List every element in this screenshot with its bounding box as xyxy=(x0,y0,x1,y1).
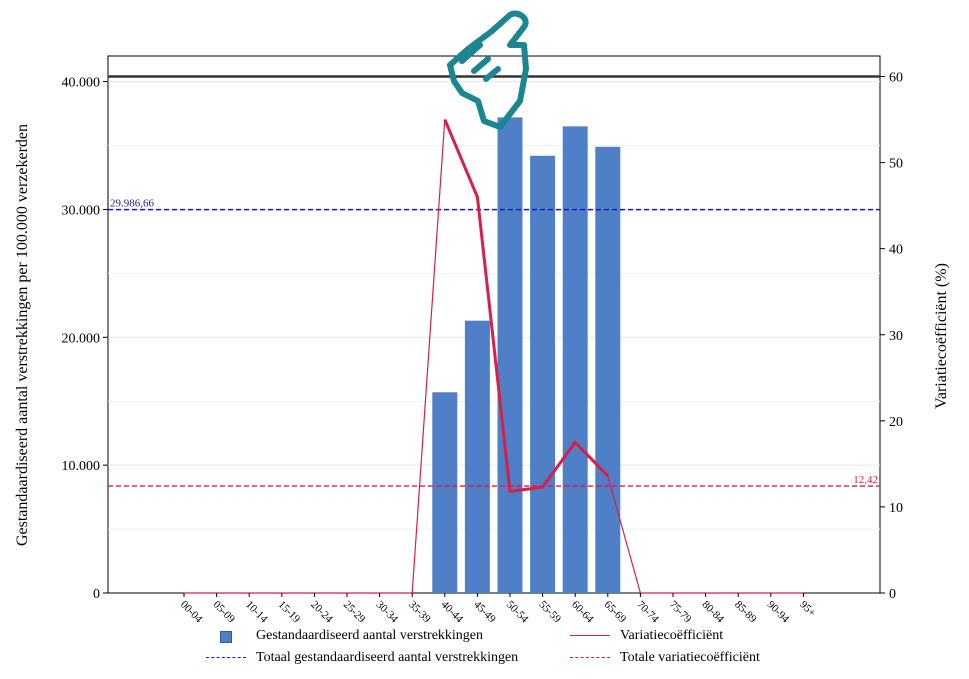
legend-label-total: Totaal gestandaardiseerd aantal verstrek… xyxy=(256,650,519,665)
y-axis-ticks: 0 10.000 20.000 30.000 40.000 xyxy=(62,76,108,602)
xtick-label-55-59: 55-59 xyxy=(536,599,563,626)
xtick-label-10-14: 10-14 xyxy=(243,599,270,626)
ytick-label-3: 30.000 xyxy=(62,203,101,218)
legend-dash-red-swatch xyxy=(570,648,610,668)
xtick-label-50-54: 50-54 xyxy=(504,599,531,626)
ytick-label-0: 0 xyxy=(93,587,100,602)
xtick-label-25-29: 25-29 xyxy=(341,599,368,626)
bars xyxy=(432,117,621,594)
bar-65-69 xyxy=(595,146,621,593)
plot-frame xyxy=(107,55,881,594)
x-axis-ticks: 00-04 05-09 10-14 15-19 20-24 25-29 30-34 35-39… xyxy=(178,593,818,626)
y2-axis-ticks: 0 10 20 30 40 50 60 xyxy=(880,71,903,602)
legend-label-cv: Variatiecoëfficiënt xyxy=(620,628,724,643)
xtick-label-85-89: 85-89 xyxy=(732,599,759,626)
y2tick-label-0: 0 xyxy=(889,587,896,602)
y2tick-label-4: 40 xyxy=(889,243,903,258)
legend-line-swatch xyxy=(570,626,610,646)
pointing-hand-icon[interactable] xyxy=(447,10,529,130)
y-axis-title: Gestandaardiseerd aantal verstrekkingen … xyxy=(14,124,31,546)
y2tick-label-6: 60 xyxy=(889,71,903,86)
bar-40-44 xyxy=(432,392,458,593)
reference-label-0: 29.986,66 xyxy=(110,198,155,210)
y2tick-label-1: 10 xyxy=(889,501,903,516)
xtick-label-45-49: 45-49 xyxy=(471,599,498,626)
xtick-label-40-44: 40-44 xyxy=(439,599,466,626)
xtick-label-65-69: 65-69 xyxy=(602,599,629,626)
legend-dash-blue-swatch xyxy=(206,648,246,668)
legend-item-bars: Gestandaardiseerd aantal verstrekkingen xyxy=(206,626,483,646)
ytick-label-2: 20.000 xyxy=(62,331,101,346)
xtick-label-20-24: 20-24 xyxy=(308,599,335,626)
ytick-label-4: 40.000 xyxy=(62,76,101,91)
xtick-label-30-34: 30-34 xyxy=(373,599,400,626)
xtick-label-15-19: 15-19 xyxy=(276,599,303,626)
cv-line-emphasis xyxy=(443,118,609,494)
bar-60-64 xyxy=(562,126,588,594)
reference-lines: 29.986,66 12,42 xyxy=(108,198,880,487)
legend-bar-swatch xyxy=(206,626,246,646)
bar-55-59 xyxy=(530,155,556,594)
xtick-label-70-74: 70-74 xyxy=(634,599,661,626)
xtick-label-80-84: 80-84 xyxy=(699,599,726,626)
bar-45-49 xyxy=(464,320,490,593)
y2tick-label-5: 50 xyxy=(889,157,903,172)
legend-item-total: Totaal gestandaardiseerd aantal verstrek… xyxy=(206,648,518,668)
ytick-label-1: 10.000 xyxy=(62,459,101,474)
xtick-label-05-09: 05-09 xyxy=(210,599,237,626)
xtick-label-00-04: 00-04 xyxy=(178,599,205,626)
reference-label-1: 12,42 xyxy=(853,474,878,486)
xtick-label-90-94: 90-94 xyxy=(765,599,792,626)
y2-axis-title: Variatiecoëfficiënt (%) xyxy=(933,263,950,409)
xtick-label-60-64: 60-64 xyxy=(569,599,596,626)
legend: Gestandaardiseerd aantal verstrekkingen … xyxy=(0,626,969,670)
legend-label-bars: Gestandaardiseerd aantal verstrekkingen xyxy=(256,628,484,643)
legend-item-cv: Variatiecoëfficiënt xyxy=(570,626,723,646)
legend-label-total-cv: Totale variatiecoëfficiënt xyxy=(620,650,760,665)
bar-50-54 xyxy=(497,117,523,593)
legend-item-total-cv: Totale variatiecoëfficiënt xyxy=(570,648,760,668)
xtick-label-35-39: 35-39 xyxy=(406,599,433,626)
y2tick-label-3: 30 xyxy=(889,329,903,344)
y2tick-label-2: 20 xyxy=(889,415,903,430)
xtick-label-75-79: 75-79 xyxy=(667,599,694,626)
xtick-label-95+: 95+ xyxy=(797,599,818,620)
